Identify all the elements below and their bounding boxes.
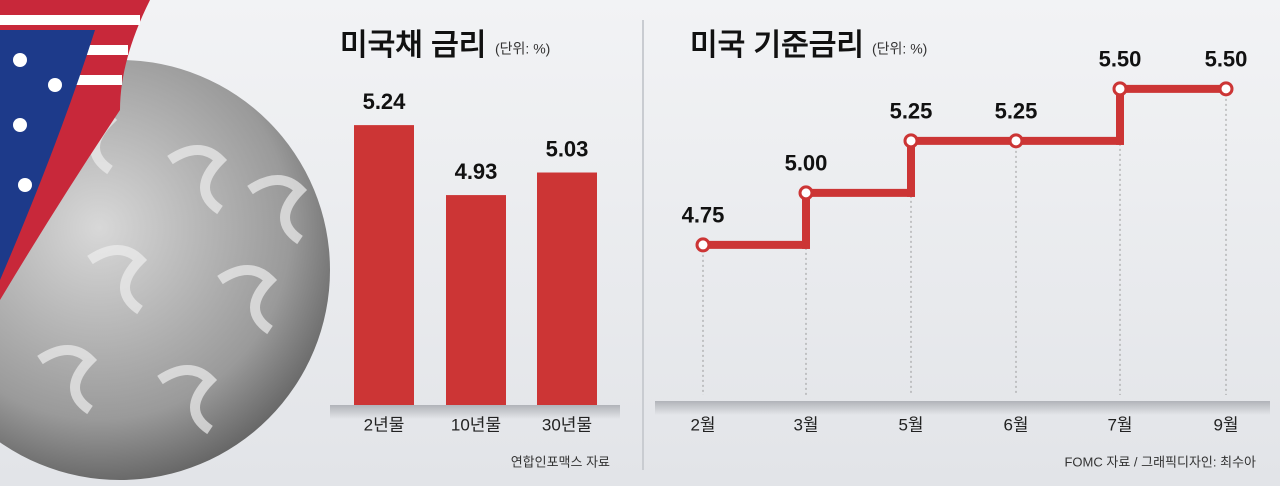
chart-subtitle: (단위: %): [495, 41, 550, 57]
x-tick-label: 30년물: [542, 415, 592, 434]
value-label: 4.75: [682, 203, 725, 228]
value-label: 5.50: [1099, 47, 1142, 72]
x-tick-label: 5월: [898, 415, 923, 434]
x-tick-label: 2월: [690, 415, 715, 434]
bar: [354, 125, 414, 405]
x-tick-label: 6월: [1003, 415, 1028, 434]
value-label: 5.00: [785, 151, 828, 176]
x-tick-label: 9월: [1213, 415, 1238, 434]
chart-title: 미국채 금리: [340, 29, 486, 62]
value-label: 5.03: [546, 136, 589, 161]
chart-subtitle: (단위: %): [872, 41, 927, 57]
baseline-shadow: [330, 405, 620, 419]
x-tick-label: 2년물: [364, 415, 405, 434]
marker: [1218, 81, 1234, 97]
x-tick-label: 3월: [793, 415, 818, 434]
value-label: 5.25: [890, 99, 933, 124]
bar: [537, 172, 597, 405]
marker: [1112, 81, 1128, 97]
marker: [1008, 133, 1024, 149]
value-label: 5.24: [363, 89, 407, 114]
marker: [798, 185, 814, 201]
value-label: 5.50: [1205, 47, 1248, 72]
source-note: 연합인포맥스 자료: [511, 454, 610, 469]
x-tick-label: 7월: [1107, 415, 1132, 434]
decoration: [0, 0, 330, 480]
marker: [903, 133, 919, 149]
bar: [446, 195, 506, 405]
chart-title: 미국 기준금리: [690, 29, 864, 62]
baseline-shadow: [655, 401, 1270, 415]
source-note: FOMC 자료 / 그래픽디자인: 최수아: [1064, 454, 1256, 469]
value-label: 5.25: [995, 99, 1038, 124]
x-tick-label: 10년물: [451, 415, 501, 434]
value-label: 4.93: [455, 159, 498, 184]
marker: [695, 237, 711, 253]
